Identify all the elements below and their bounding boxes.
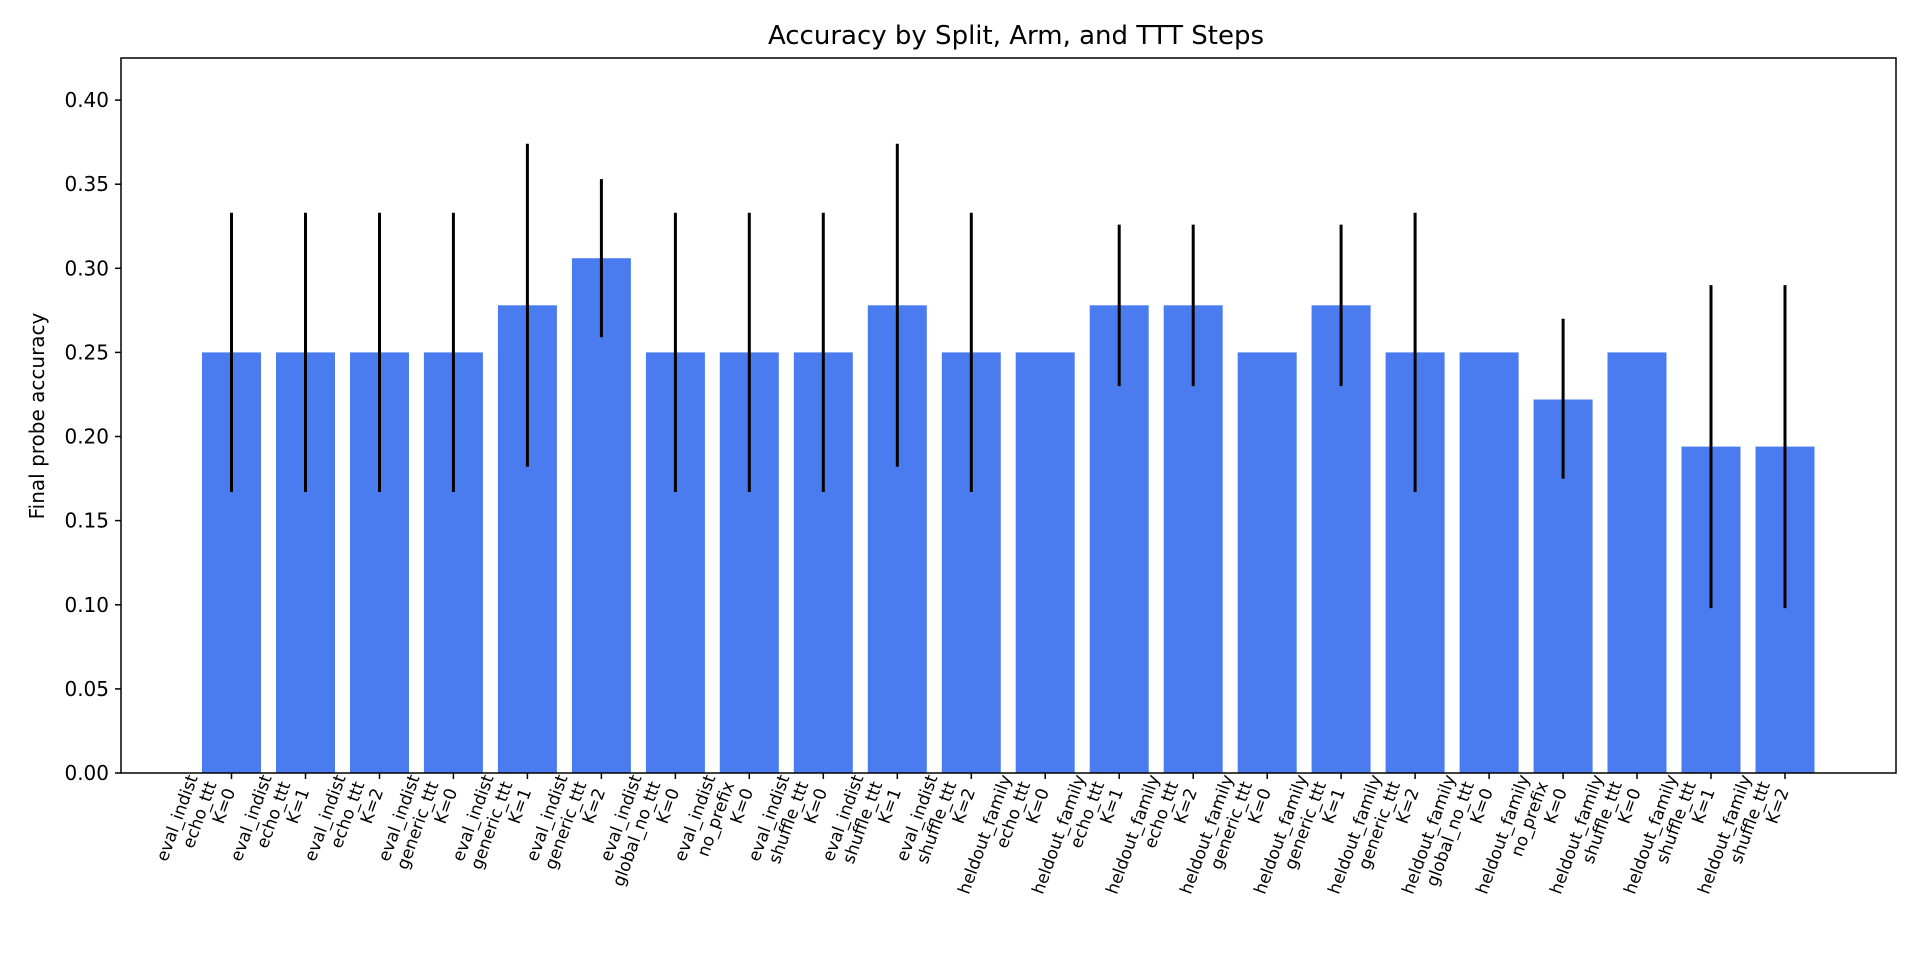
y-tick-label: 0.10 bbox=[64, 593, 109, 617]
x-tick-label: eval_indistecho_tttK=2 bbox=[301, 772, 389, 878]
x-tick-label: eval_indistshuffle_tttK=1 bbox=[819, 772, 907, 878]
plot-area-frame bbox=[120, 57, 1897, 774]
x-tick-label: eval_indistgeneric_tttK=2 bbox=[522, 772, 610, 879]
y-axis-label: Final probe accuracy bbox=[25, 312, 49, 519]
y-tick-label: 0.05 bbox=[64, 677, 109, 701]
x-axis: eval_indistecho_tttK=0eval_indistecho_tt… bbox=[153, 772, 1794, 897]
x-tick-label: eval_indistecho_tttK=1 bbox=[227, 772, 315, 878]
x-tick-label: eval_indistno_prefixK=0 bbox=[671, 772, 759, 878]
x-tick-label: eval_indistglobal_no_tttK=0 bbox=[590, 772, 684, 896]
bar bbox=[1607, 352, 1667, 773]
error-bars-layer bbox=[230, 143, 1787, 609]
y-tick-label: 0.15 bbox=[64, 509, 109, 533]
x-tick-label: eval_indistgeneric_tttK=0 bbox=[374, 772, 462, 879]
bar bbox=[1015, 352, 1075, 773]
bar bbox=[1237, 352, 1297, 773]
y-tick-label: 0.25 bbox=[64, 340, 109, 364]
bar bbox=[571, 258, 631, 773]
chart-title: Accuracy by Split, Arm, and TTT Steps bbox=[768, 21, 1264, 51]
y-tick-label: 0.40 bbox=[64, 88, 109, 112]
bar bbox=[1459, 352, 1519, 773]
y-axis: 0.00 0.05 0.10 0.15 0.20 0.25 0.30 0.35 0.40 bbox=[64, 88, 121, 785]
x-tick-label: eval_indistecho_tttK=0 bbox=[153, 772, 241, 878]
y-tick-label: 0.20 bbox=[64, 425, 109, 449]
y-tick-label: 0.00 bbox=[64, 761, 109, 785]
x-tick-label: eval_indistgeneric_tttK=1 bbox=[448, 772, 536, 879]
y-tick-label: 0.30 bbox=[64, 256, 109, 280]
x-tick-label: eval_indistshuffle_tttK=0 bbox=[745, 772, 833, 878]
y-tick-label: 0.35 bbox=[64, 172, 109, 196]
bars-layer bbox=[202, 258, 1815, 773]
